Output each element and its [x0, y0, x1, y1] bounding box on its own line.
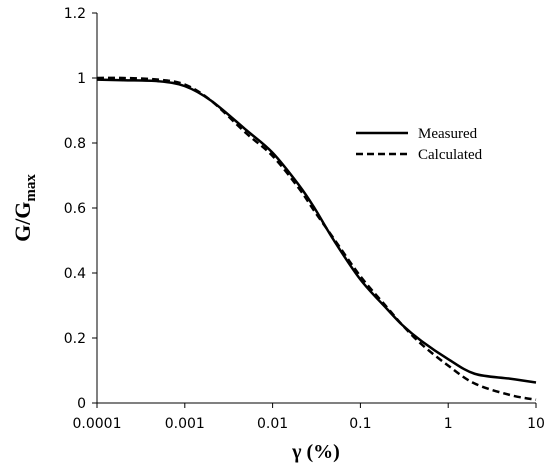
- x-tick-label: 1: [444, 416, 453, 432]
- legend-label-calculated: Calculated: [418, 147, 483, 163]
- y-tick-label: 0.8: [64, 136, 86, 152]
- x-tick-label: 0.0001: [73, 416, 122, 432]
- y-tick-label: 1.2: [64, 6, 86, 22]
- y-tick-label: 0: [77, 396, 86, 412]
- legend-item-measured: Measured: [356, 126, 478, 142]
- plot-area: 0 0.2 0.4 0.6 0.8 1 1.2 0.0001 0.001 0.01 0.1 1 10: [64, 6, 545, 432]
- y-tick-label: 0.6: [64, 201, 86, 217]
- y-tick-label: 1: [77, 71, 86, 87]
- legend-label-measured: Measured: [418, 126, 478, 142]
- x-tick-label: 0.1: [349, 416, 371, 432]
- legend-item-calculated: Calculated: [356, 147, 483, 163]
- x-tick-label: 0.001: [165, 416, 205, 432]
- y-axis-title: G/Gmax: [10, 174, 39, 242]
- y-axis-title-sub: max: [23, 174, 39, 202]
- series-line-calculated: [96, 76, 537, 401]
- series-lines: [96, 76, 537, 401]
- x-tick-label: 0.01: [257, 416, 288, 432]
- x-tick-label: 10: [527, 416, 545, 432]
- legend: Measured Calculated: [356, 126, 483, 163]
- x-axis-title: γ (%): [291, 441, 340, 463]
- y-axis-title-main: G/G: [10, 202, 35, 242]
- y-tick-label: 0.2: [64, 331, 86, 347]
- y-tick-label: 0.4: [64, 266, 86, 282]
- y-ticks: 0 0.2 0.4 0.6 0.8 1 1.2: [64, 6, 97, 412]
- x-ticks: 0.0001 0.001 0.01 0.1 1 10: [73, 403, 545, 432]
